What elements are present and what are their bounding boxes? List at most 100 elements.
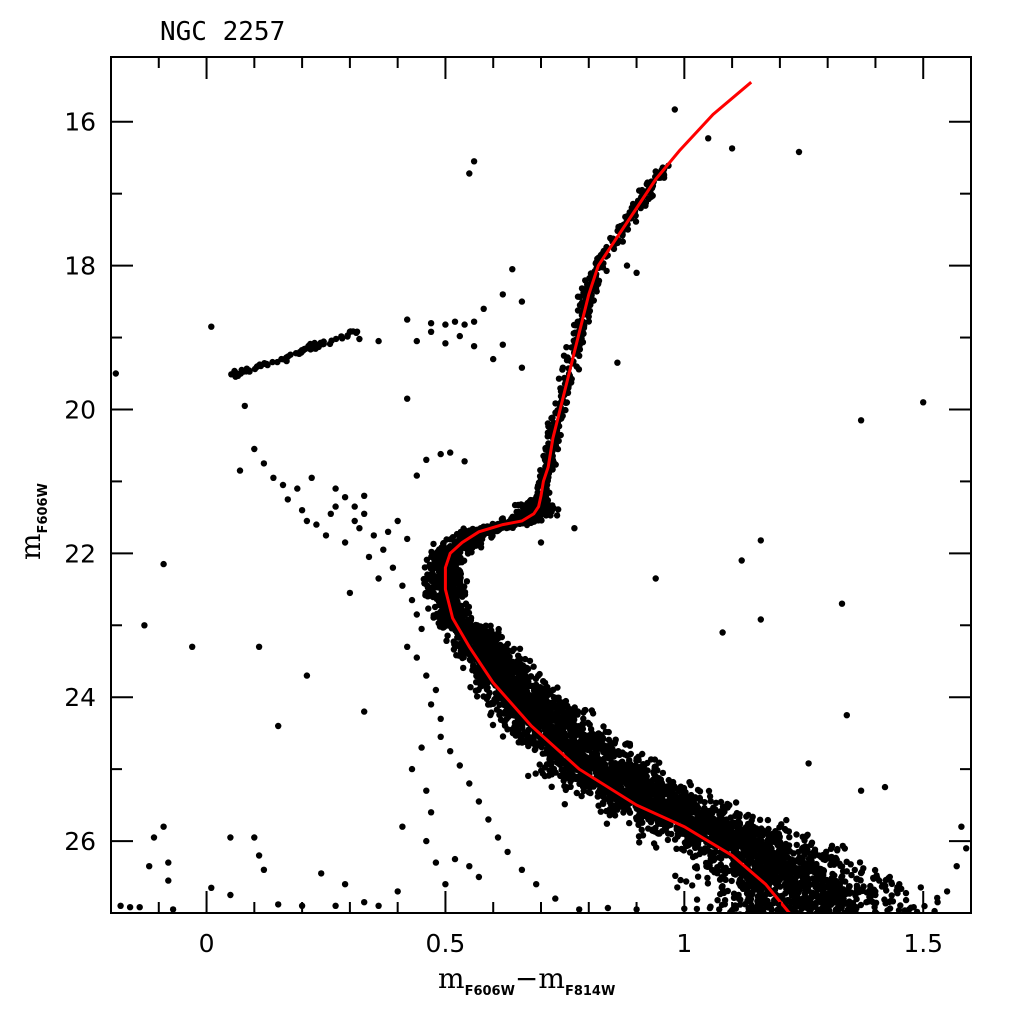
data-point	[461, 458, 468, 465]
data-point	[533, 881, 540, 888]
data-point	[275, 901, 282, 908]
data-point	[545, 707, 552, 714]
data-point	[428, 584, 435, 592]
data-point	[704, 880, 712, 887]
data-point	[624, 226, 632, 233]
data-point	[608, 747, 616, 755]
data-point	[584, 756, 591, 763]
data-point	[799, 900, 806, 908]
data-point	[429, 566, 437, 573]
data-point	[555, 723, 562, 730]
data-point	[418, 625, 425, 633]
data-point	[920, 399, 927, 406]
data-point	[613, 794, 620, 801]
data-point	[761, 892, 768, 899]
data-point	[399, 582, 406, 589]
data-point	[303, 672, 311, 679]
data-point	[857, 901, 865, 909]
data-point	[767, 904, 775, 912]
data-point	[341, 494, 349, 501]
data-point	[509, 669, 517, 676]
data-point	[801, 849, 808, 856]
data-point	[838, 863, 846, 870]
data-point	[857, 869, 865, 877]
data-point	[532, 688, 539, 695]
data-point	[442, 881, 449, 888]
data-point	[626, 742, 634, 749]
data-point	[318, 870, 325, 877]
data-point	[736, 851, 743, 859]
data-point	[251, 445, 258, 453]
data-point	[439, 559, 446, 567]
data-point	[614, 359, 621, 366]
data-point	[886, 905, 894, 912]
data-point	[730, 862, 737, 869]
data-point	[549, 414, 556, 421]
data-point	[447, 543, 454, 550]
data-point	[308, 474, 315, 481]
data-point	[279, 481, 287, 489]
data-point	[422, 589, 429, 597]
data-point	[804, 876, 811, 883]
data-point	[375, 337, 382, 345]
data-point	[399, 823, 406, 830]
data-point	[808, 839, 816, 846]
data-point	[741, 832, 748, 839]
data-point	[327, 510, 334, 517]
data-point	[712, 799, 720, 806]
data-point	[846, 883, 853, 890]
data-point	[819, 851, 827, 859]
data-point	[499, 291, 506, 298]
data-point	[584, 281, 591, 288]
data-point	[356, 335, 363, 343]
data-point	[650, 840, 658, 847]
data-point	[493, 706, 501, 713]
data-point	[610, 762, 617, 769]
data-point	[628, 790, 635, 798]
data-point	[763, 860, 771, 867]
data-point	[493, 660, 500, 668]
data-point	[451, 855, 459, 863]
data-point	[758, 837, 765, 844]
data-point	[738, 826, 745, 833]
data-point	[504, 848, 511, 856]
data-point	[879, 882, 886, 889]
data-point	[499, 341, 506, 348]
data-point	[655, 779, 663, 786]
data-point	[556, 699, 563, 707]
data-point	[437, 733, 444, 740]
data-point	[600, 772, 607, 779]
data-point	[743, 813, 750, 820]
data-point	[732, 905, 739, 912]
data-point	[724, 800, 731, 808]
data-point	[533, 742, 540, 749]
data-point	[450, 575, 458, 583]
data-point	[491, 696, 498, 703]
data-point	[435, 568, 443, 575]
data-point	[671, 106, 678, 113]
data-point	[888, 880, 896, 888]
data-point	[795, 148, 803, 156]
data-point	[754, 860, 761, 867]
data-point	[564, 784, 571, 791]
data-point	[568, 375, 575, 383]
data-point	[413, 337, 420, 345]
data-point	[427, 809, 435, 816]
data-point	[460, 654, 467, 661]
data-point	[728, 145, 736, 152]
data-point	[553, 512, 561, 519]
data-point	[485, 700, 492, 708]
data-point	[719, 629, 726, 636]
data-point	[649, 815, 656, 822]
data-point	[460, 664, 467, 672]
data-point	[758, 825, 765, 832]
data-point	[776, 883, 784, 890]
data-point	[251, 834, 258, 841]
data-point	[623, 761, 631, 768]
data-point	[694, 786, 702, 794]
data-point	[865, 898, 872, 905]
data-point	[632, 218, 640, 225]
data-point	[607, 739, 614, 747]
data-point	[332, 902, 339, 909]
data-point	[136, 904, 143, 911]
